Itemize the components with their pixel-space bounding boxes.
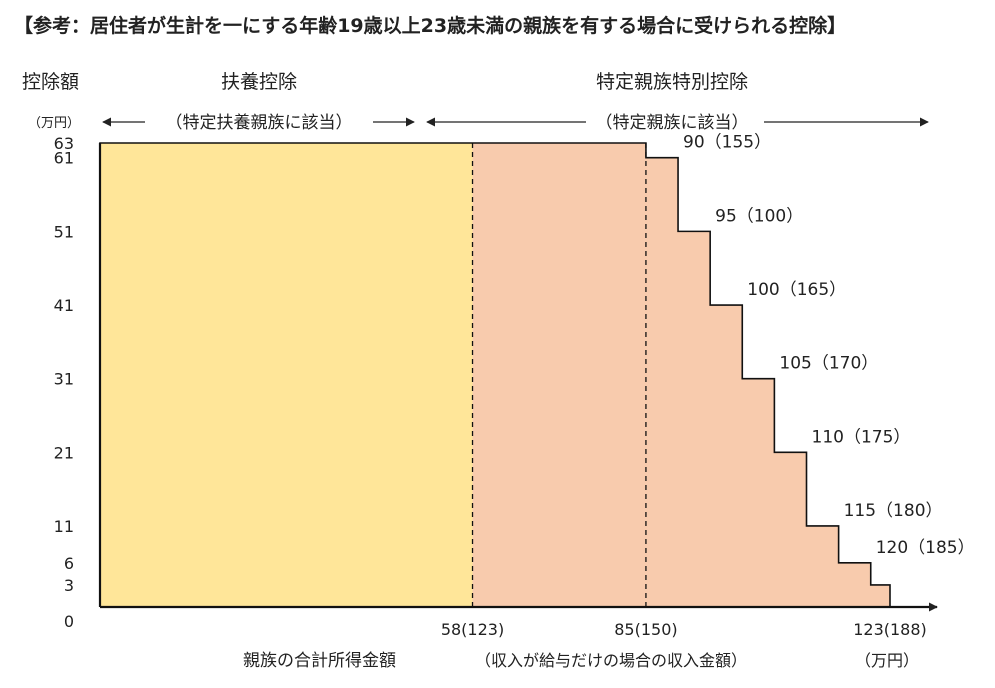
x-tick-label-2: 123(188) — [853, 620, 927, 639]
region-note-0: （特定扶養親族に該当） — [166, 113, 353, 133]
region-fill-1 — [472, 143, 890, 607]
step-label-0: 90（155） — [683, 133, 771, 153]
y-tick-label-6: 41 — [54, 296, 74, 315]
y-tick-label-8: 61 — [54, 149, 74, 168]
y-tick-label-1: 3 — [64, 576, 74, 595]
x-axis-note: （収入が給与だけの場合の収入金額） — [475, 651, 747, 670]
step-label-3: 105（170） — [779, 354, 878, 374]
step-label-2: 100（165） — [747, 280, 846, 300]
step-label-1: 95（100） — [715, 206, 803, 226]
y-tick-label-9: 63 — [54, 134, 74, 153]
y-tick-label-4: 21 — [54, 443, 74, 462]
step-outline — [99, 142, 891, 607]
step-label-6: 120（185） — [876, 538, 975, 558]
step-label-5: 115（180） — [844, 501, 943, 521]
y-tick-label-0: 0 — [64, 612, 74, 631]
y-tick-label-2: 6 — [64, 554, 74, 573]
region-note-1: （特定親族に該当） — [596, 113, 749, 133]
y-axis-label: 控除額 — [22, 71, 79, 93]
step-label-4: 110（175） — [812, 427, 911, 447]
chart-title: 【参考：居住者が生計を一にする年齢19歳以上23歳未満の親族を有する場合に受けら… — [14, 14, 846, 37]
y-tick-label-7: 51 — [54, 222, 74, 241]
y-tick-label-5: 31 — [54, 370, 74, 389]
region-name-1: 特定親族特別控除 — [596, 71, 748, 93]
x-tick-label-1: 85(150) — [614, 620, 677, 639]
region-fill-0 — [100, 143, 473, 607]
x-axis-unit: （万円） — [855, 651, 919, 670]
y-axis-unit: （万円） — [28, 116, 80, 131]
x-tick-label-0: 58(123) — [441, 620, 504, 639]
region-name-0: 扶養控除 — [221, 71, 297, 93]
y-tick-label-3: 11 — [54, 517, 74, 536]
x-axis-label: 親族の合計所得金額 — [243, 651, 396, 671]
